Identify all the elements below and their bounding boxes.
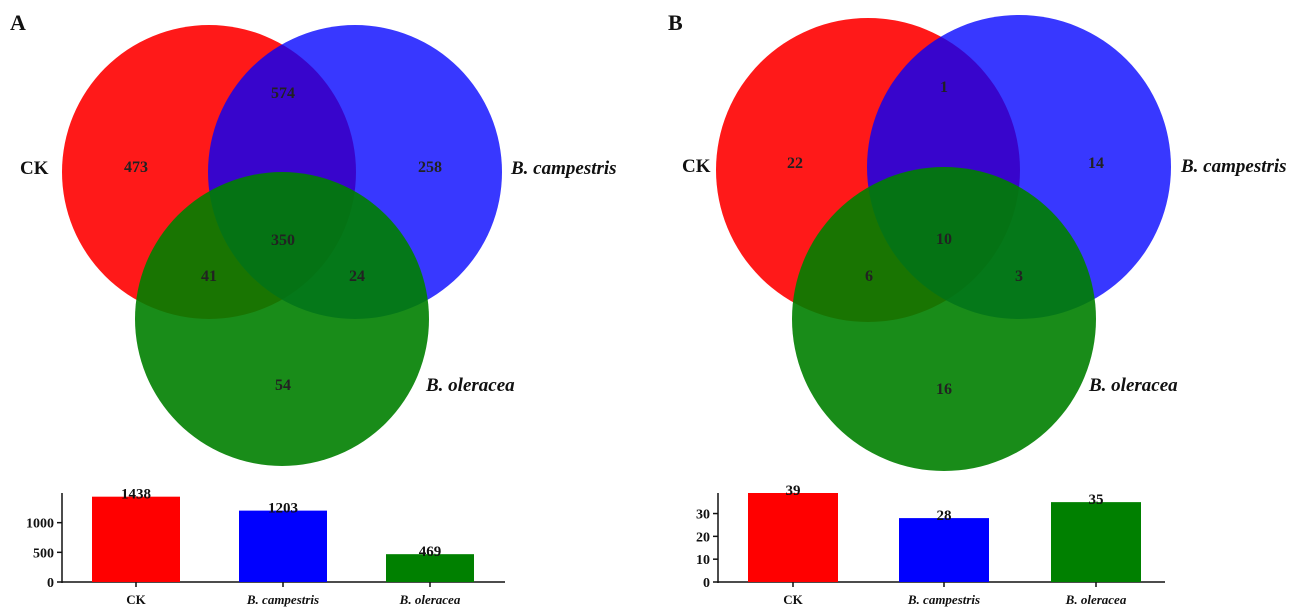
y-tick-label: 30	[696, 508, 710, 523]
region-count-ck-bo: 6	[865, 268, 873, 285]
bar-value-label: 469	[419, 544, 442, 560]
bar-chart-b: 0 10 20 30 39 CK 28 B. campestris 35 B. oleracea	[696, 483, 1165, 607]
region-count-ck-bo: 41	[201, 268, 217, 285]
bar-chart-a: 0 500 1000 1438 CK 1203 B. campestris 469 B. ole…	[26, 487, 505, 607]
y-tick-label: 500	[33, 546, 54, 561]
region-count-bc-bo: 3	[1015, 268, 1023, 285]
bar-value-label: 35	[1089, 492, 1104, 508]
region-count-ck-only: 22	[787, 155, 803, 172]
x-tick-label: CK	[783, 592, 803, 607]
venn-diagram-a: CK B. campestris B. oleracea 473 258 574…	[20, 25, 617, 466]
bar	[1051, 502, 1141, 582]
bar	[899, 518, 989, 582]
set-label-ck: CK	[20, 158, 49, 179]
panel-b: B CK B. campestris B. oleracea 22 14 1 1…	[668, 10, 1287, 607]
y-tick-label: 0	[47, 576, 54, 591]
region-count-bc-only: 258	[418, 159, 442, 176]
region-count-bc-only: 14	[1088, 155, 1104, 172]
region-count-bo-only: 16	[936, 381, 952, 398]
region-count-all: 350	[271, 232, 295, 249]
set-label-b-campestris: B. campestris	[510, 158, 617, 179]
region-count-ck-bc: 1	[940, 79, 948, 96]
x-tick-label: B. oleracea	[1065, 592, 1127, 607]
bar-value-label: 39	[786, 483, 801, 499]
set-label-b-oleracea: B. oleracea	[425, 375, 515, 396]
panel-letter-b: B	[668, 10, 683, 35]
x-tick-label: B. campestris	[907, 592, 980, 607]
y-tick-label: 1000	[26, 517, 54, 532]
bar	[239, 510, 327, 582]
bar-value-label: 1438	[121, 487, 151, 503]
x-tick-label: CK	[126, 592, 146, 607]
set-label-b-oleracea: B. oleracea	[1088, 375, 1178, 396]
region-count-bc-bo: 24	[349, 268, 365, 285]
panel-a: A CK B. campestris B. oleracea 473 258 5…	[10, 10, 617, 607]
set-label-b-campestris: B. campestris	[1180, 156, 1287, 177]
region-count-all: 10	[936, 231, 952, 248]
venn-diagram-b: CK B. campestris B. oleracea 22 14 1 10 …	[682, 15, 1287, 471]
region-count-ck-bc: 574	[271, 85, 295, 102]
bar	[92, 496, 180, 582]
y-tick-label: 20	[696, 530, 710, 545]
x-tick-label: B. oleracea	[399, 592, 461, 607]
bar	[748, 493, 838, 582]
bar	[386, 554, 474, 582]
region-count-ck-only: 473	[124, 159, 148, 176]
venn-overlay	[135, 172, 429, 466]
venn-circle-b-oleracea	[792, 167, 1096, 471]
bar-value-label: 1203	[268, 501, 298, 517]
y-tick-label: 10	[696, 553, 710, 568]
panel-letter-a: A	[10, 10, 26, 35]
x-tick-label: B. campestris	[246, 592, 319, 607]
y-tick-label: 0	[703, 576, 710, 591]
bar-value-label: 28	[937, 508, 952, 524]
region-count-bo-only: 54	[275, 377, 291, 394]
set-label-ck: CK	[682, 156, 711, 177]
venn-circle-b-oleracea	[135, 172, 429, 466]
